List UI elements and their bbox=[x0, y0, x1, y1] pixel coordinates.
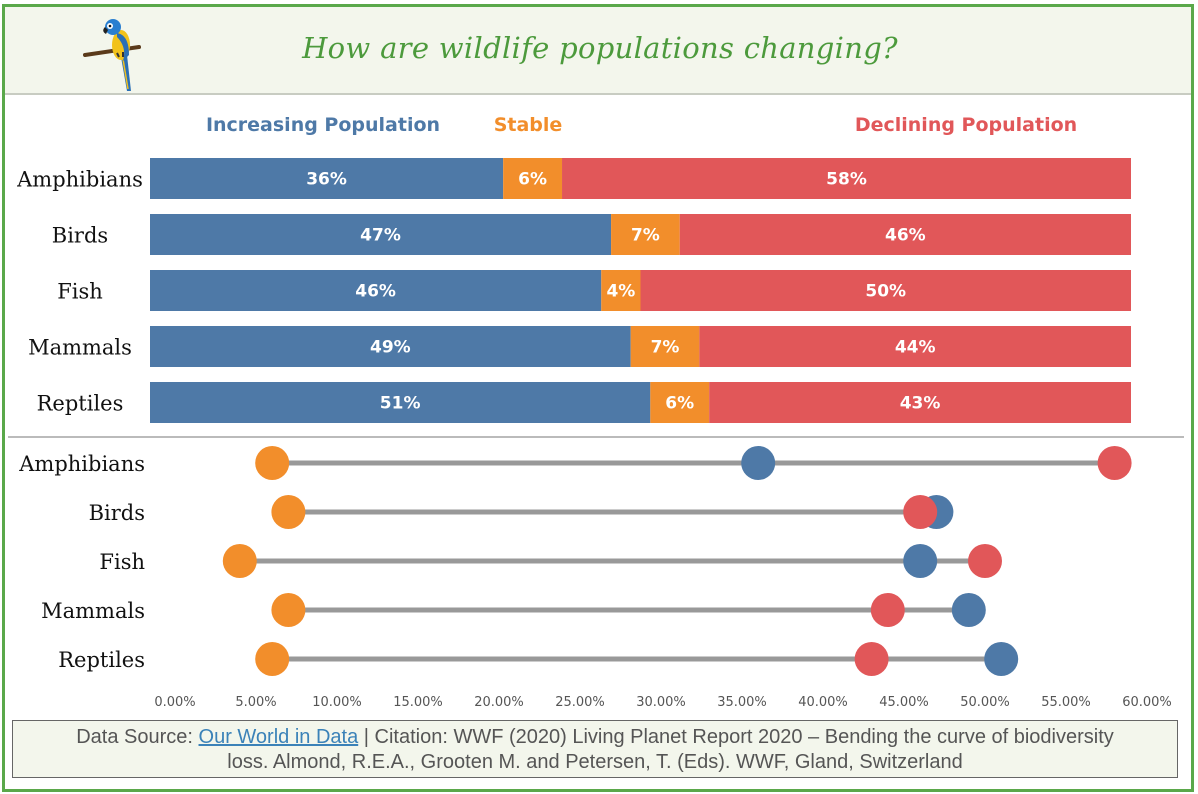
bar-segment bbox=[562, 158, 1131, 199]
legend: Increasing Population Stable Declining Pop… bbox=[206, 114, 1077, 136]
header: How are wildlife populations changing? bbox=[5, 7, 1191, 95]
bar-value-label: 50% bbox=[865, 282, 906, 302]
dumbbell-point bbox=[255, 446, 290, 480]
dumbbell-point bbox=[968, 544, 1002, 578]
dumbbell-point bbox=[903, 495, 938, 529]
bar-value-label: 4% bbox=[606, 282, 635, 302]
bar-segment bbox=[699, 326, 1131, 367]
dumbbell-point bbox=[255, 642, 290, 676]
footer-citation-line2: loss. Almond, R.E.A., Grooten M. and Pet… bbox=[227, 751, 963, 773]
bar-value-label: 44% bbox=[895, 338, 936, 358]
bar-segment bbox=[601, 270, 641, 311]
bar-segment bbox=[150, 326, 631, 367]
x-tick-label: 60.00% bbox=[1122, 695, 1172, 710]
footer-citation-line1: | Citation: WWF (2020) Living Planet Rep… bbox=[358, 726, 1114, 748]
x-tick-label: 0.00% bbox=[154, 695, 195, 710]
bar-category-label: Mammals bbox=[28, 336, 132, 360]
bar-category-label: Amphibians bbox=[16, 168, 143, 192]
bar-value-label: 7% bbox=[631, 226, 660, 246]
dumbbell-category-label: Fish bbox=[99, 550, 145, 574]
bar-segment bbox=[640, 270, 1131, 311]
legend-item-2: Declining Population bbox=[855, 114, 1077, 136]
bar-value-label: 6% bbox=[518, 170, 547, 190]
legend-item-1: Stable bbox=[494, 114, 563, 136]
dumbbell-category-label: Amphibians bbox=[18, 452, 145, 476]
bar-value-label: 7% bbox=[651, 338, 680, 358]
bar-value-label: 47% bbox=[360, 226, 401, 246]
dumbbell-point bbox=[870, 593, 905, 627]
stacked-bar-chart: Amphibians 36% 6% 58% Birds 47% 7% 46% Fish 46% 4%… bbox=[16, 158, 1131, 423]
x-tick-label: 10.00% bbox=[312, 695, 362, 710]
x-tick-label: 45.00% bbox=[879, 695, 929, 710]
bar-value-label: 58% bbox=[826, 170, 867, 190]
bar-segment bbox=[679, 214, 1131, 255]
x-tick-label: 5.00% bbox=[235, 695, 276, 710]
bar-value-label: 46% bbox=[885, 226, 926, 246]
dumbbell-point bbox=[222, 544, 257, 578]
bar-segment bbox=[150, 158, 504, 199]
data-source-link[interactable]: Our World in Data bbox=[198, 726, 359, 748]
bar-segment bbox=[503, 158, 563, 199]
x-tick-label: 35.00% bbox=[717, 695, 767, 710]
bar-value-label: 43% bbox=[900, 394, 941, 414]
x-tick-label: 50.00% bbox=[960, 695, 1010, 710]
bar-value-label: 51% bbox=[380, 394, 421, 414]
bar-value-label: 36% bbox=[306, 170, 347, 190]
footer-citation: Data Source: Our World in Data | Citatio… bbox=[12, 720, 1178, 778]
bar-segment bbox=[611, 214, 680, 255]
dumbbell-point bbox=[1097, 446, 1132, 480]
dumbbell-category-label: Birds bbox=[89, 501, 145, 525]
x-tick-label: 20.00% bbox=[474, 695, 524, 710]
bar-value-label: 46% bbox=[355, 282, 396, 302]
dumbbell-category-label: Reptiles bbox=[58, 648, 145, 672]
bar-segment bbox=[150, 270, 602, 311]
bar-segment bbox=[630, 326, 700, 367]
parrot-icon bbox=[83, 19, 141, 91]
footer-prefix: Data Source: bbox=[76, 726, 199, 748]
dumbbell-point bbox=[854, 642, 889, 676]
x-tick-label: 15.00% bbox=[393, 695, 443, 710]
x-tick-label: 40.00% bbox=[798, 695, 848, 710]
bar-segment bbox=[650, 382, 710, 423]
bar-segment bbox=[150, 214, 612, 255]
x-tick-label: 25.00% bbox=[555, 695, 605, 710]
bar-segment bbox=[150, 382, 651, 423]
dumbbell-point bbox=[271, 495, 306, 529]
bar-value-label: 49% bbox=[370, 338, 411, 358]
bar-category-label: Birds bbox=[52, 224, 108, 248]
dumbbell-point bbox=[271, 593, 306, 627]
bar-category-label: Fish bbox=[57, 280, 103, 304]
page-title: How are wildlife populations changing? bbox=[302, 31, 898, 65]
bar-category-label: Reptiles bbox=[37, 392, 124, 416]
x-tick-label: 55.00% bbox=[1041, 695, 1091, 710]
x-tick-label: 30.00% bbox=[636, 695, 686, 710]
dumbbell-point bbox=[984, 642, 1019, 676]
bar-value-label: 6% bbox=[665, 394, 694, 414]
dumbbell-point bbox=[951, 593, 986, 627]
dumbbell-point bbox=[903, 544, 938, 578]
dumbbell-point bbox=[741, 446, 776, 480]
bar-segment bbox=[709, 382, 1131, 423]
dumbbell-category-label: Mammals bbox=[41, 599, 145, 623]
dumbbell-chart: Amphibians Birds Fish Mammals Reptiles 0.00% 5… bbox=[18, 446, 1172, 710]
legend-item-0: Increasing Population bbox=[206, 114, 440, 136]
